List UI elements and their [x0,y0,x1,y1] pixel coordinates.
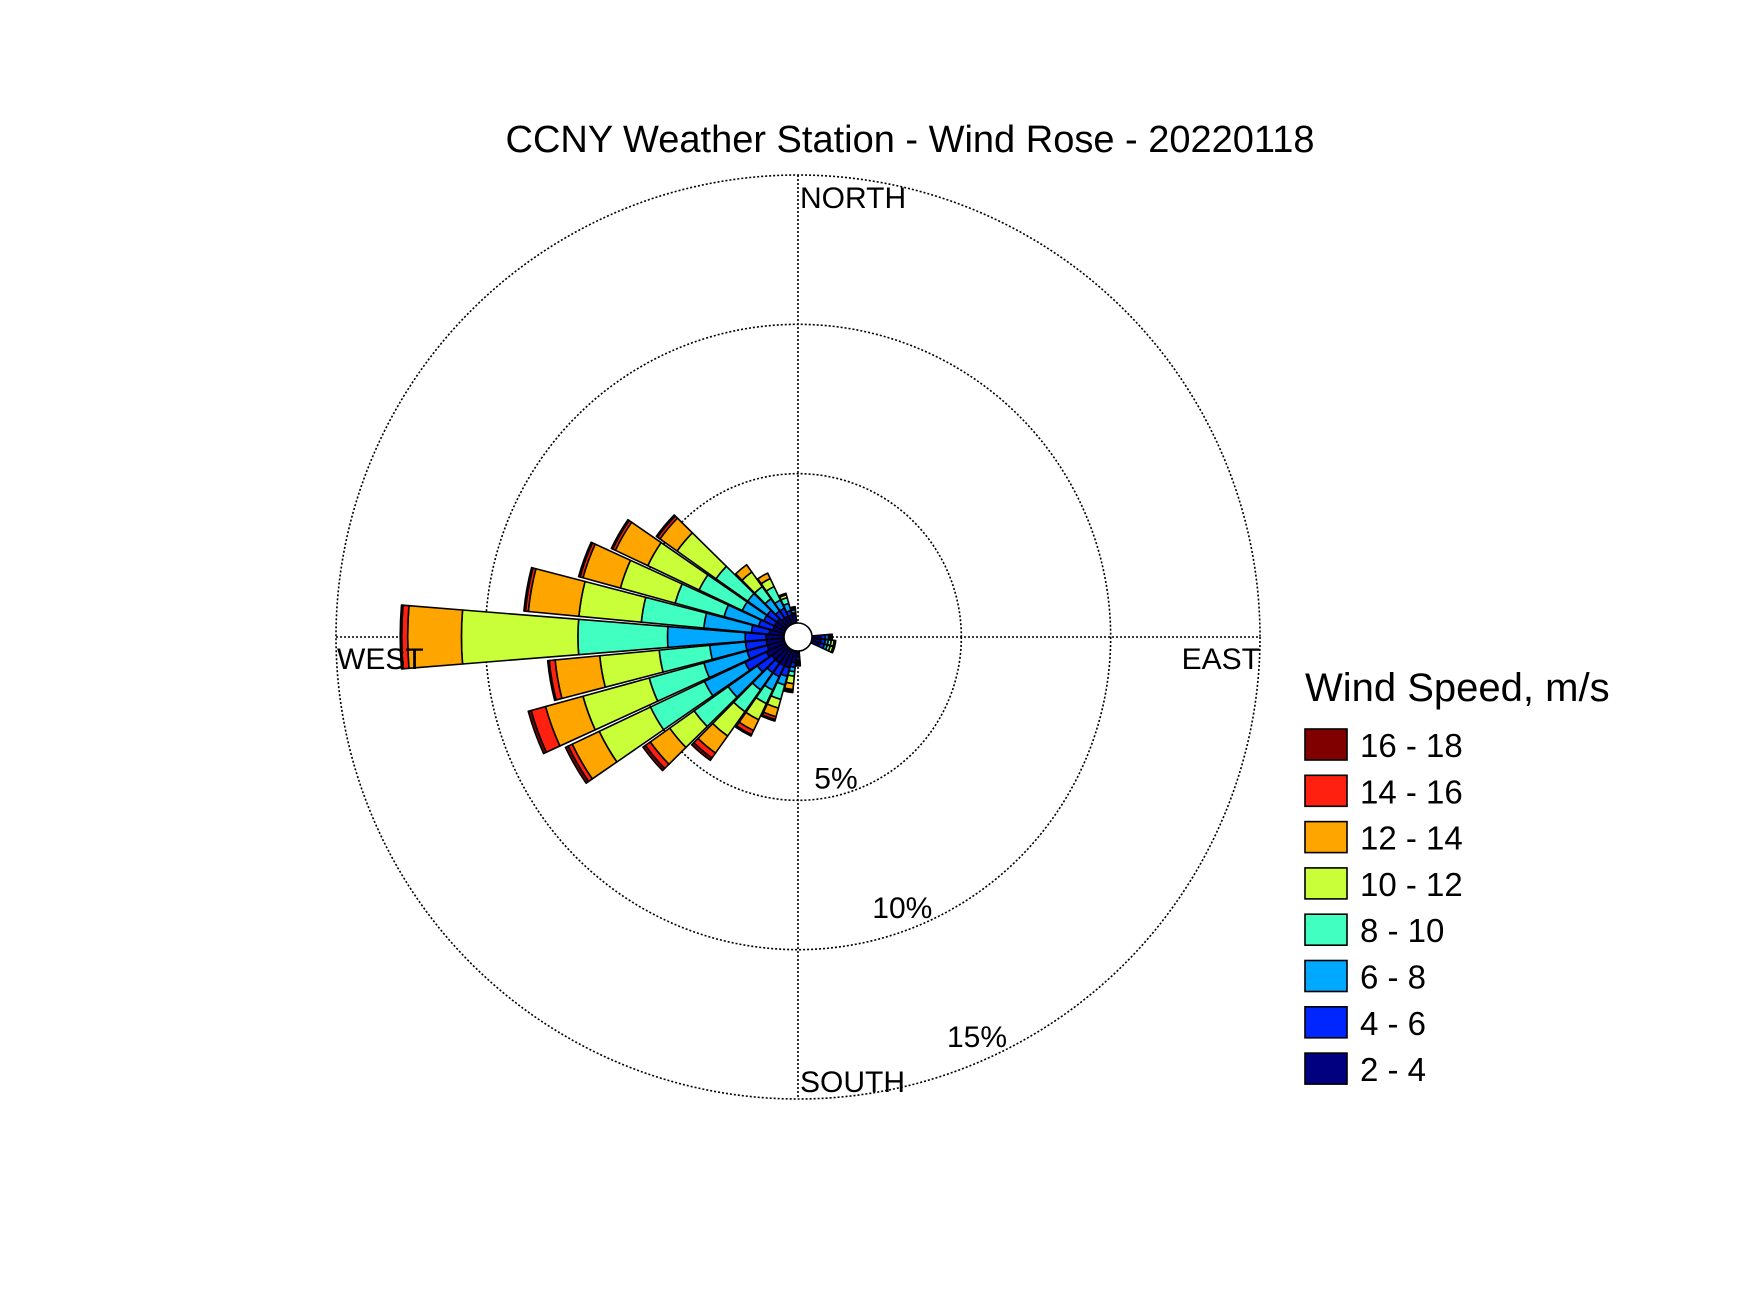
wedge-dir-250-bin-8 [527,709,548,755]
legend-label-7: 4 - 6 [1360,1005,1426,1042]
wedge-dir-290-bin-8 [577,541,594,578]
wedge-dir-320-bin-6 [734,563,753,582]
legend-label-6: 6 - 8 [1360,959,1426,996]
wind-wedges [399,514,837,784]
compass-north: NORTH [800,182,906,215]
compass-south: SOUTH [800,1066,905,1099]
wedge-dir-220-bin-8 [690,741,713,762]
wedge-dir-90-bin-6 [830,633,834,641]
wedge-dir-270-bin-5 [460,609,580,665]
legend-swatch-5 [1304,913,1348,947]
wedge-dir-100-bin-6 [832,639,837,648]
legend-label-1: 16 - 18 [1360,727,1463,764]
wedge-dir-200-bin-8 [760,714,777,722]
legend: Wind Speed, m/s 16 - 18 14 - 16 12 - 14 10 … [1304,666,1610,1088]
wedge-dir-280-bin-8 [523,566,534,613]
legend-label-2: 14 - 16 [1360,773,1463,810]
ring-labels: 5% 10% 15% [814,762,1007,1054]
legend-swatch-8 [1304,1052,1348,1085]
wedge-dir-300-bin-8 [610,518,630,550]
compass-east: EAST [1182,643,1260,676]
compass-west: WEST [337,643,424,676]
wedge-dir-240-bin-8 [564,745,590,784]
legend-swatch-1 [1304,728,1348,761]
wedge-dir-110-bin-6 [830,645,836,654]
wedge-dir-230-bin-8 [642,744,666,772]
wedge-dir-340-bin-6 [778,592,788,598]
wedge-dir-260-bin-8 [546,659,557,702]
legend-label-8: 2 - 4 [1360,1051,1426,1088]
legend-swatch-4 [1304,867,1348,900]
legend-swatch-7 [1304,1005,1348,1039]
calm-center [783,622,813,652]
ring-label-3: 15% [947,1021,1007,1054]
legend-swatch-3 [1304,820,1348,854]
ring-label-2: 10% [872,892,932,925]
wedge-dir-180-bin-6 [794,663,802,667]
wedge-dir-270-bin-8 [399,604,404,670]
legend-label-5: 8 - 10 [1360,912,1444,949]
wedge-dir-210-bin-8 [734,725,753,737]
legend-label-4: 10 - 12 [1360,866,1463,903]
wedge-dir-330-bin-6 [757,572,772,585]
wedge-dir-310-bin-8 [655,514,677,538]
legend-label-3: 12 - 14 [1360,820,1463,857]
legend-title: Wind Speed, m/s [1305,666,1610,710]
legend-swatch-6 [1304,959,1348,993]
legend-swatch-2 [1304,774,1348,808]
wedge-dir-280-bin-6 [527,567,586,618]
wedge-dir-350-bin-5 [789,605,797,610]
wedge-dir-270-bin-4 [577,618,669,656]
polar-labels: NORTH SOUTH EAST WEST [337,182,1260,1099]
ring-label-1: 5% [814,762,857,795]
chart-title: CCNY Weather Station - Wind Rose - 20220… [506,119,1315,161]
